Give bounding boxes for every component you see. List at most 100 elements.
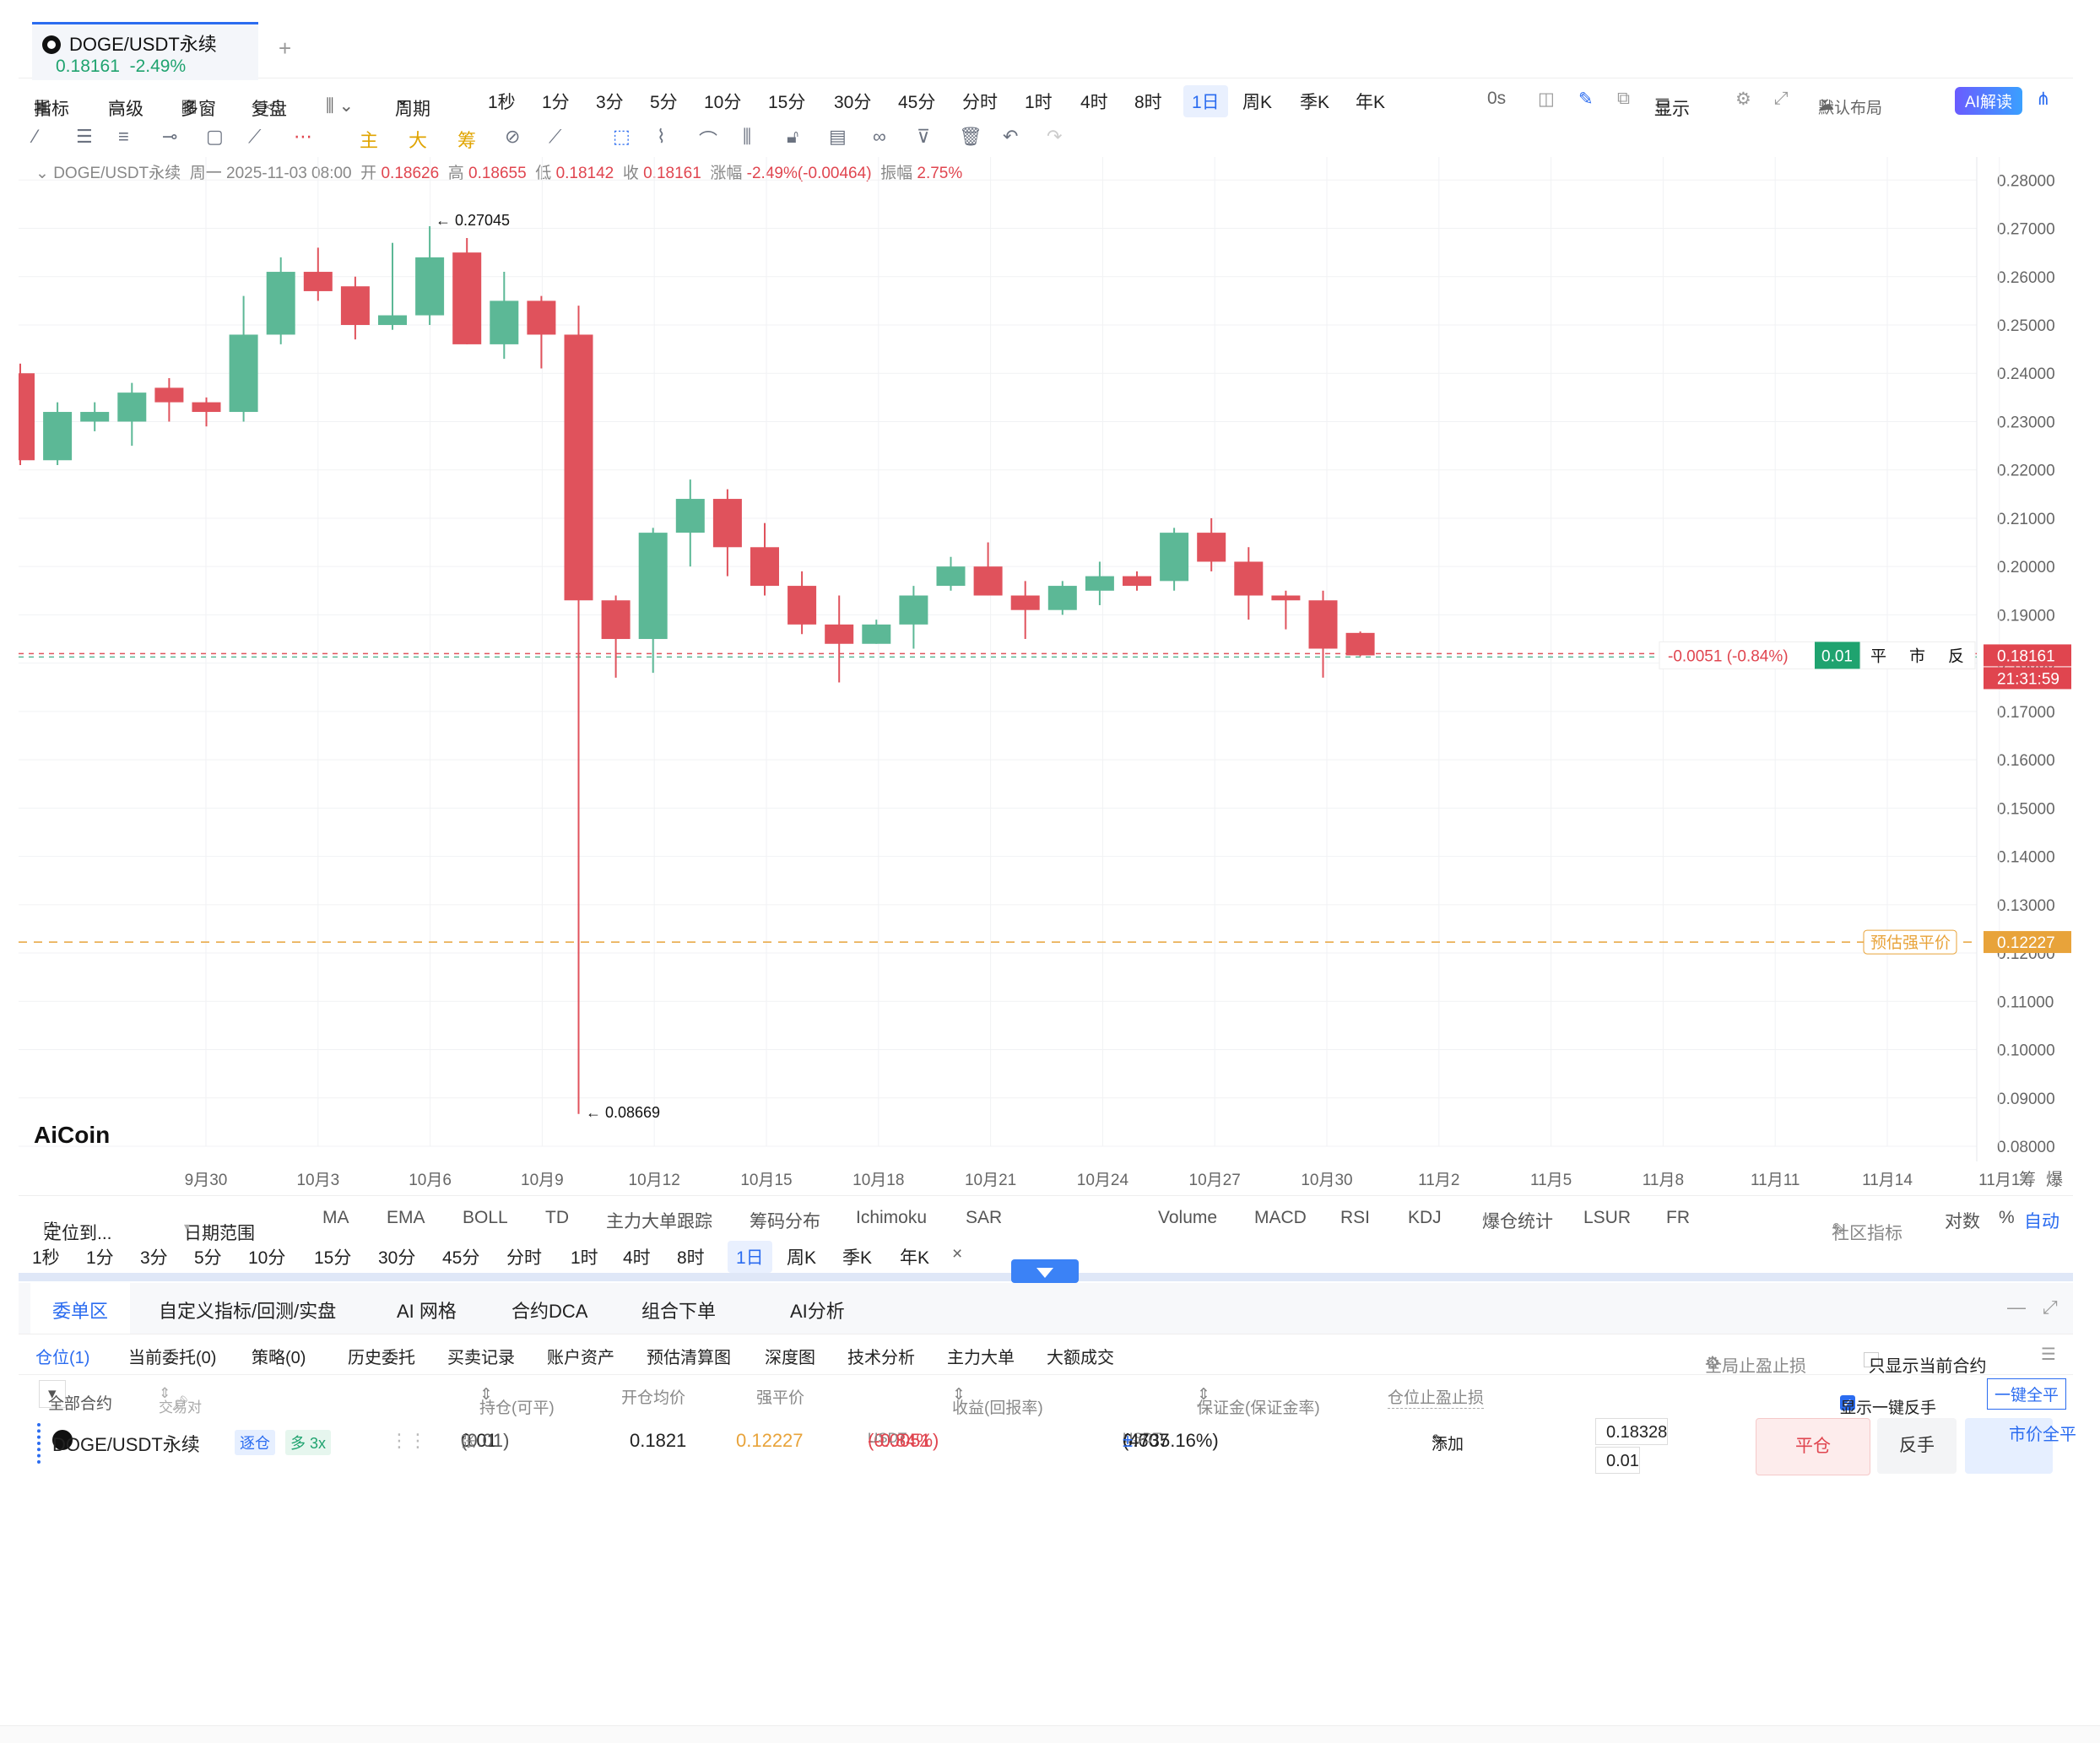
period-10m[interactable]: 10分	[704, 93, 742, 112]
rect-icon[interactable]: ▢	[206, 126, 224, 147]
period-1h[interactable]: 1时	[1025, 93, 1053, 112]
fullscreen-icon[interactable]: ⤢	[1774, 89, 1789, 108]
close-all-button[interactable]: 一键全平	[1987, 1378, 2067, 1410]
period-year[interactable]: 年K	[1356, 93, 1386, 112]
ind-chips[interactable]: 筹码分布	[750, 1212, 820, 1231]
period-1s[interactable]: 1秒	[488, 93, 516, 112]
drag-handle[interactable]	[37, 1423, 46, 1464]
collapse-panel-button[interactable]	[1011, 1259, 1079, 1283]
sub-fr[interactable]: FR	[1666, 1208, 1690, 1227]
countdown-toggle[interactable]: 0s	[1487, 89, 1507, 108]
sub-kdj[interactable]: KDJ	[1408, 1208, 1442, 1227]
pb-15m[interactable]: 15分	[314, 1248, 352, 1268]
ind-ma[interactable]: MA	[322, 1208, 349, 1227]
fib-icon[interactable]: ≡	[118, 126, 129, 147]
undo-icon[interactable]: ↶	[1003, 126, 1019, 147]
subtab-liq-map[interactable]: 预估清算图	[647, 1349, 731, 1367]
pb-week[interactable]: 周K	[787, 1248, 817, 1268]
link-icon[interactable]: ∞	[873, 126, 886, 147]
sub-rsi[interactable]: RSI	[1340, 1208, 1371, 1227]
only-current-checkbox[interactable]: 只显示当前合约	[1864, 1344, 1987, 1376]
eraser-line-icon[interactable]: ⟋	[549, 126, 562, 147]
period-45m[interactable]: 45分	[898, 93, 936, 112]
adjust-margin-button[interactable]: ±	[1123, 1430, 1134, 1451]
reverse-button[interactable]: 反手	[1877, 1418, 1957, 1474]
period-dropdown[interactable]: 周期 ⌄	[395, 89, 430, 119]
pb-1h[interactable]: 1时	[571, 1248, 598, 1268]
parallel-lines-icon[interactable]: ☰	[76, 126, 93, 147]
sub-lsur[interactable]: LSUR	[1583, 1208, 1632, 1227]
market-close-button[interactable]: 市价全平	[1965, 1418, 2076, 1474]
cursor-icon[interactable]: ⬚	[613, 126, 631, 147]
subtab-history[interactable]: 历史委托	[348, 1349, 415, 1367]
add-tab-button[interactable]: +	[279, 35, 292, 61]
col-margin[interactable]: 保证金(保证金率) ⇕	[1197, 1386, 1320, 1417]
period-5m[interactable]: 5分	[650, 93, 678, 112]
subtab-main-force[interactable]: 主力大单	[947, 1349, 1015, 1367]
side-leverage-badge[interactable]: 多 3x	[285, 1430, 332, 1455]
subtab-depth[interactable]: 深度图	[765, 1349, 815, 1367]
auto-toggle[interactable]: 自动	[2024, 1212, 2059, 1231]
subtab-assets[interactable]: 账户资产	[547, 1349, 614, 1367]
collapse-icon[interactable]: ⌄	[35, 165, 49, 182]
sub-liquidation[interactable]: 爆仓统计	[1482, 1212, 1553, 1231]
line-tool-icon[interactable]: ⁄	[34, 126, 37, 147]
ind-ema[interactable]: EMA	[387, 1208, 425, 1227]
period-15m[interactable]: 15分	[768, 93, 806, 112]
share-icon[interactable]: ⋔	[2036, 89, 2051, 109]
subtab-open-orders[interactable]: 当前委托(0)	[128, 1349, 217, 1367]
period-1m[interactable]: 1分	[542, 93, 570, 112]
pb-season[interactable]: 季K	[842, 1248, 873, 1268]
sub-macd[interactable]: MACD	[1254, 1208, 1307, 1227]
tab-orders[interactable]: 委单区	[30, 1283, 131, 1334]
trash-icon[interactable]: 🗑︎	[959, 126, 982, 147]
period-1d[interactable]: 1日	[1183, 85, 1228, 117]
pb-close[interactable]: ×	[952, 1244, 963, 1264]
sub-volume[interactable]: Volume	[1158, 1208, 1218, 1227]
pb-1d[interactable]: 1日	[728, 1241, 772, 1273]
period-4h[interactable]: 4时	[1080, 93, 1108, 112]
subtab-trades[interactable]: 买卖记录	[447, 1349, 515, 1367]
more-tools-icon[interactable]: ⋯	[294, 126, 312, 147]
minimize-icon[interactable]: —	[2007, 1296, 2026, 1318]
symbol-tab[interactable]: DOGE/USDT永续 0.18161 -2.49%	[32, 22, 258, 80]
period-season[interactable]: 季K	[1300, 93, 1330, 112]
log-toggle[interactable]: 对数	[1945, 1212, 1980, 1231]
tab-ai-analysis[interactable]: AI分析	[790, 1301, 845, 1322]
pb-year[interactable]: 年K	[900, 1248, 930, 1268]
pen-icon[interactable]: ✎	[1578, 89, 1594, 109]
copy-icon[interactable]: ⧉	[1617, 89, 1630, 108]
template-icon[interactable]: ▤	[829, 126, 847, 147]
period-30m[interactable]: 30分	[834, 93, 872, 112]
col-position[interactable]: 持仓(可平) ⇕	[479, 1386, 555, 1417]
filter-icon[interactable]: ⊽	[917, 126, 931, 147]
lock-icon[interactable]: 🔓︎	[787, 126, 799, 147]
period-time[interactable]: 分时	[962, 93, 998, 112]
contract-filter[interactable]: 全部合约 ▾	[39, 1380, 112, 1413]
redo-icon[interactable]: ↷	[1047, 126, 1063, 147]
big-order-button[interactable]: 大	[409, 130, 428, 151]
period-week[interactable]: 周K	[1242, 93, 1273, 112]
pb-5m[interactable]: 5分	[194, 1248, 222, 1268]
ind-main-force[interactable]: 主力大单跟踪	[606, 1212, 712, 1231]
ind-td[interactable]: TD	[545, 1208, 569, 1227]
close-price-input[interactable]: 0.18328	[1595, 1418, 1669, 1445]
close-qty-input[interactable]: 0.01	[1595, 1447, 1640, 1474]
close-position-button[interactable]: 平仓	[1756, 1418, 1870, 1475]
camera-icon[interactable]: ◫	[1538, 89, 1555, 109]
percent-toggle[interactable]: %	[1999, 1208, 2015, 1227]
ind-ichimoku[interactable]: Ichimoku	[856, 1208, 928, 1227]
tab-ai-grid[interactable]: AI 网格	[397, 1301, 457, 1322]
col-pnl[interactable]: 收益(回报率) ⇕	[952, 1386, 1043, 1417]
ai-interpret-button[interactable]: AI解读	[1955, 87, 2022, 115]
pair-filter[interactable]: 交易对 ⇕ 📌︎	[159, 1385, 202, 1416]
pb-1m[interactable]: 1分	[86, 1248, 114, 1268]
price-chart[interactable]: ⌄ DOGE/USDT永续 周一 2025-11-03 08:00 开 0.18…	[19, 157, 2073, 1204]
pb-10m[interactable]: 10分	[248, 1248, 286, 1268]
magnet-icon[interactable]: ⌒	[699, 130, 718, 151]
drag-dots-icon[interactable]: ⋮⋮	[390, 1430, 427, 1451]
auto-draw-icon[interactable]: ⊘	[505, 126, 521, 147]
tab-dca[interactable]: 合约DCA	[511, 1301, 588, 1322]
expand-icon[interactable]: ⤢	[2043, 1296, 2058, 1318]
subtab-ta[interactable]: 技术分析	[847, 1349, 915, 1367]
